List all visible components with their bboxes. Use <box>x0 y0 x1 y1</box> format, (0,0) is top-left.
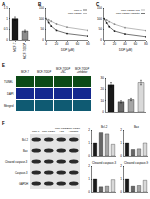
svg-text:Bax: Bax <box>23 149 28 153</box>
svg-text:MCF-7/DDP: MCF-7/DDP <box>23 43 27 59</box>
svg-text:60: 60 <box>76 42 80 46</box>
svg-text:0: 0 <box>120 154 122 158</box>
svg-text:GAPDH: GAPDH <box>19 182 28 186</box>
svg-text:MCF-7/DDP+NC: MCF-7/DDP+NC <box>121 9 140 12</box>
svg-text:0: 0 <box>45 42 47 46</box>
svg-text:Bcl-2: Bcl-2 <box>22 138 28 142</box>
svg-text:100: 100 <box>97 17 102 21</box>
svg-text:1.5: 1.5 <box>4 6 9 10</box>
svg-text:0: 0 <box>100 38 102 42</box>
svg-text:150: 150 <box>39 6 44 10</box>
svg-text:1: 1 <box>120 141 122 145</box>
svg-text:MCF-7/DDP+NC: MCF-7/DDP+NC <box>55 127 68 133</box>
svg-text:MCF-7: MCF-7 <box>74 9 82 12</box>
svg-text:20: 20 <box>113 42 117 46</box>
svg-text:0: 0 <box>103 42 105 46</box>
svg-text:80: 80 <box>86 42 90 46</box>
svg-text:10: 10 <box>101 99 105 103</box>
svg-text:MCF-7/DDP: MCF-7/DDP <box>42 130 55 133</box>
svg-text:DDP (μM): DDP (μM) <box>119 48 132 52</box>
svg-text:MCF-7/DDP+NC: MCF-7/DDP+NC <box>56 67 70 74</box>
svg-text:0: 0 <box>6 38 8 42</box>
svg-text:20: 20 <box>55 42 59 46</box>
svg-text:30: 30 <box>101 76 105 80</box>
svg-text:MCF-7: MCF-7 <box>13 42 17 51</box>
svg-text:C: C <box>96 2 100 7</box>
svg-text:Merged: Merged <box>4 104 14 108</box>
svg-text:Caspase-3: Caspase-3 <box>15 171 28 175</box>
svg-text:2: 2 <box>88 128 90 132</box>
svg-text:80: 80 <box>144 42 148 46</box>
svg-text:0: 0 <box>88 190 90 194</box>
svg-text:1: 1 <box>88 177 90 181</box>
svg-text:Cleaved caspase-3: Cleaved caspase-3 <box>5 160 28 164</box>
svg-text:20: 20 <box>101 87 105 91</box>
svg-text:0.5: 0.5 <box>4 27 9 31</box>
svg-text:50: 50 <box>99 27 103 31</box>
svg-text:1: 1 <box>88 141 90 145</box>
svg-text:MCF-7/DDP+inhibitor: MCF-7/DDP+inhibitor <box>75 67 89 74</box>
svg-text:Bax: Bax <box>134 125 139 129</box>
svg-text:0: 0 <box>42 38 44 42</box>
svg-text:Bcl-2: Bcl-2 <box>101 125 108 129</box>
svg-text:DAPI: DAPI <box>7 92 14 96</box>
svg-text:0: 0 <box>102 110 104 114</box>
svg-text:MCF-7/DDP: MCF-7/DDP <box>68 12 82 15</box>
svg-text:100: 100 <box>39 17 44 21</box>
svg-text:MCF-7: MCF-7 <box>32 130 40 133</box>
svg-text:50: 50 <box>41 27 45 31</box>
svg-text:150: 150 <box>97 6 102 10</box>
svg-text:1: 1 <box>120 177 122 181</box>
svg-text:Cleaved caspase-9: Cleaved caspase-9 <box>124 161 148 165</box>
svg-text:40: 40 <box>65 42 69 46</box>
svg-text:MCF-7: MCF-7 <box>21 70 29 74</box>
svg-text:DDP (μM): DDP (μM) <box>61 48 74 52</box>
svg-text:B: B <box>38 2 42 7</box>
svg-text:2: 2 <box>120 164 122 168</box>
svg-text:MCF-7/DDP+inhibitor: MCF-7/DDP+inhibitor <box>67 127 80 133</box>
svg-text:0: 0 <box>88 154 90 158</box>
svg-text:1: 1 <box>6 17 8 21</box>
svg-text:MCF-7/DDP: MCF-7/DDP <box>37 70 51 74</box>
svg-text:TUNEL: TUNEL <box>4 80 14 84</box>
svg-text:0: 0 <box>120 190 122 194</box>
svg-text:2: 2 <box>88 164 90 168</box>
svg-text:F: F <box>2 121 5 126</box>
svg-text:Cleaved caspase-3: Cleaved caspase-3 <box>92 161 116 165</box>
svg-text:40: 40 <box>123 42 127 46</box>
svg-text:E: E <box>2 63 5 68</box>
svg-text:MCF-7/DDP+inhibitor: MCF-7/DDP+inhibitor <box>116 12 140 15</box>
svg-text:A: A <box>2 2 6 7</box>
svg-text:60: 60 <box>134 42 138 46</box>
svg-text:2: 2 <box>120 128 122 132</box>
